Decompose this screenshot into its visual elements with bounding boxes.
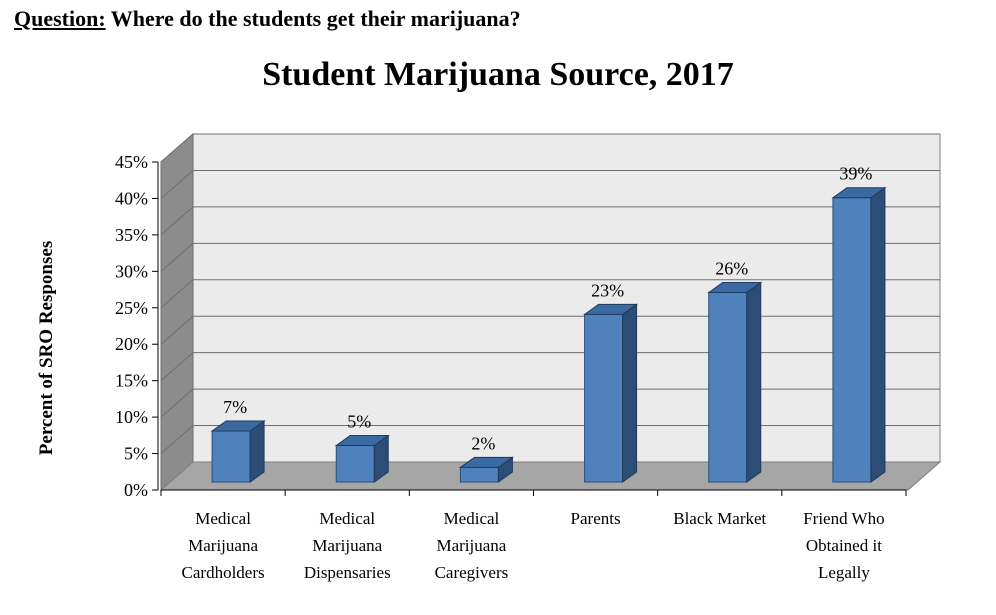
category-label: Legally bbox=[818, 563, 870, 582]
category-label: Obtained it bbox=[806, 536, 882, 555]
gridline-side bbox=[160, 425, 194, 454]
bar-top bbox=[458, 456, 514, 468]
bar bbox=[458, 456, 514, 483]
y-tick-label: 0% bbox=[124, 480, 148, 500]
data-label: 7% bbox=[223, 397, 247, 417]
bar-top bbox=[707, 281, 763, 293]
data-label: 26% bbox=[715, 258, 748, 278]
category-label: Marijuana bbox=[436, 536, 506, 555]
bar-top bbox=[583, 303, 639, 315]
bar-top bbox=[210, 420, 266, 432]
bar-front bbox=[335, 445, 375, 483]
category-label: Marijuana bbox=[312, 536, 382, 555]
bar-front bbox=[708, 291, 748, 483]
category-label: Medical bbox=[319, 509, 375, 528]
y-tick-label: 10% bbox=[115, 407, 148, 427]
gridline-side bbox=[160, 206, 194, 236]
y-tick-label: 45% bbox=[115, 152, 148, 172]
bar bbox=[831, 186, 887, 483]
category-label: Friend Who bbox=[803, 509, 884, 528]
bar bbox=[707, 281, 763, 483]
data-label: 23% bbox=[591, 280, 624, 300]
question-label: Question: bbox=[14, 6, 106, 31]
chart-title: Student Marijuana Source, 2017 bbox=[262, 56, 734, 93]
y-tick-label: 20% bbox=[115, 334, 148, 354]
bar-side bbox=[249, 420, 265, 483]
category-label: Cardholders bbox=[182, 563, 265, 582]
y-axis-label: Percent of SRO Responses bbox=[36, 241, 57, 455]
question-line: Question: Where do the students get thei… bbox=[14, 6, 521, 32]
bar bbox=[210, 420, 266, 483]
gridline-side bbox=[160, 388, 194, 418]
bar bbox=[334, 434, 390, 483]
gridline-side bbox=[160, 133, 194, 163]
bar-top bbox=[831, 187, 887, 199]
bar-top bbox=[334, 435, 390, 447]
bar-side bbox=[746, 281, 762, 483]
category-label: Black Market bbox=[673, 509, 766, 528]
bar-front bbox=[459, 466, 499, 483]
chart-walls bbox=[159, 132, 942, 492]
bar-front bbox=[211, 430, 251, 483]
y-tick-label: 40% bbox=[115, 188, 148, 208]
category-label: Dispensaries bbox=[304, 563, 391, 582]
bar-side bbox=[622, 303, 638, 483]
bar-front bbox=[584, 313, 624, 483]
category-label: Marijuana bbox=[188, 536, 258, 555]
gridline-side bbox=[160, 170, 194, 199]
gridlines bbox=[160, 133, 940, 454]
data-label: 39% bbox=[839, 164, 872, 184]
category-label: Medical bbox=[444, 509, 500, 528]
data-label: 2% bbox=[471, 433, 495, 453]
question-text: Where do the students get their marijuan… bbox=[110, 6, 521, 31]
axes: 0% 5% 10% 15% 20% 25% 30% 35% 40% 45% bbox=[115, 152, 907, 500]
labels: 7% Medical Marijuana Cardholders 5% Medical Ma… bbox=[182, 164, 885, 582]
bar-front bbox=[832, 197, 872, 483]
category-label: Caregivers bbox=[435, 563, 509, 582]
gridline-side bbox=[160, 242, 194, 272]
gridline-side bbox=[160, 279, 194, 309]
gridline-side bbox=[160, 352, 194, 382]
bar-side bbox=[870, 186, 886, 483]
back-wall bbox=[192, 133, 941, 463]
y-tick-label: 15% bbox=[115, 371, 148, 391]
y-tick-label: 25% bbox=[115, 298, 148, 318]
side-wall bbox=[160, 132, 194, 492]
y-tick-label: 30% bbox=[115, 261, 148, 281]
y-tick-label: 35% bbox=[115, 225, 148, 245]
category-label: Parents bbox=[571, 509, 621, 528]
y-tick-label: 5% bbox=[124, 444, 148, 464]
category-label: Medical bbox=[195, 509, 251, 528]
bar bbox=[583, 303, 639, 483]
floor bbox=[159, 461, 942, 491]
data-label: 5% bbox=[347, 412, 371, 432]
bars bbox=[210, 186, 887, 483]
gridline-side bbox=[160, 315, 194, 345]
